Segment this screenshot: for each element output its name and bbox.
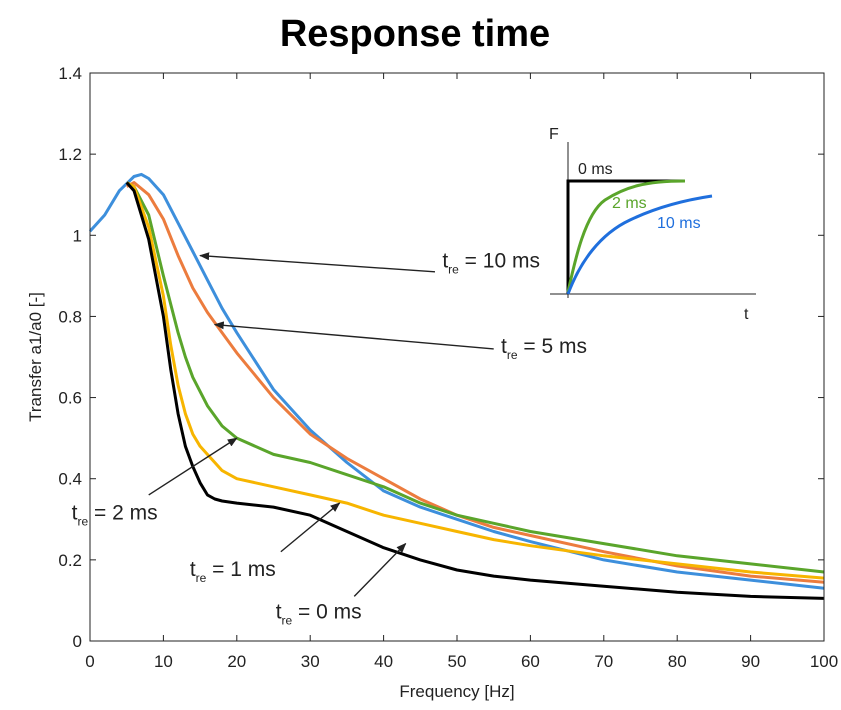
annotation-label-3: tre = 1 ms <box>190 558 276 585</box>
x-tick-label: 20 <box>227 652 246 671</box>
series-line-2 <box>125 181 825 574</box>
inset-label-2ms: 2 ms <box>612 195 647 212</box>
inset-curve-0ms <box>566 179 685 294</box>
y-tick-label: 1.2 <box>58 145 82 164</box>
y-tick-label: 0.4 <box>58 470 82 489</box>
annotation-arrow-4 <box>353 542 407 597</box>
axis-ticks: 0 10 20 30 40 50 60 70 80 90 100 0 0.2 0.4 0.6 0.8 1 1.2 1… <box>58 64 838 671</box>
annotation-arrow-1 <box>213 321 494 350</box>
x-tick-label: 90 <box>741 652 760 671</box>
x-tick-label: 50 <box>448 652 467 671</box>
x-tick-label: 0 <box>85 652 94 671</box>
annotation-arrow-2 <box>148 437 238 496</box>
plot-area <box>88 172 825 600</box>
annotation-label-0: tre = 10 ms <box>442 250 540 277</box>
x-tick-label: 30 <box>301 652 320 671</box>
inset-curve-10ms <box>566 194 713 295</box>
x-tick-label: 10 <box>154 652 173 671</box>
x-tick-label: 70 <box>594 652 613 671</box>
series-line-1 <box>125 181 825 584</box>
y-tick-label: 0.2 <box>58 551 82 570</box>
series-line-4 <box>125 181 825 600</box>
inset-x-label: t <box>744 306 749 323</box>
x-tick-label: 40 <box>374 652 393 671</box>
x-axis-label: Frequency [Hz] <box>399 682 514 701</box>
chart-title: Response time <box>280 13 550 55</box>
y-tick-label: 0 <box>73 632 82 651</box>
annotation-label-2: tre = 2 ms <box>72 501 158 528</box>
y-tick-label: 1.4 <box>58 64 82 83</box>
annotation-arrow-0 <box>199 252 436 273</box>
y-tick-label: 1 <box>73 226 82 245</box>
inset-background <box>548 128 758 298</box>
y-axis-label: Transfer a1/a0 [-] <box>26 292 45 422</box>
x-tick-label: 60 <box>521 652 540 671</box>
annotation-label-1: tre = 5 ms <box>501 335 587 362</box>
inset-label-0ms: 0 ms <box>578 161 613 178</box>
inset-curve-2ms <box>566 179 686 293</box>
series-line-3 <box>125 181 825 580</box>
inset-y-label: F <box>549 126 559 143</box>
inset-label-10ms: 10 ms <box>657 215 701 232</box>
annotation-label-4: tre = 0 ms <box>276 601 362 628</box>
x-tick-label: 100 <box>810 652 838 671</box>
inset-diagram: F t 0 ms 2 ms 10 ms <box>548 126 758 323</box>
y-tick-label: 0.6 <box>58 389 82 408</box>
y-tick-label: 0.8 <box>58 307 82 326</box>
x-tick-label: 80 <box>668 652 687 671</box>
series-line-0 <box>88 172 825 590</box>
annotations: tre = 10 ms tre = 5 ms tre = 2 ms tre = 1 m… <box>72 250 587 628</box>
annotation-arrow-3 <box>280 502 341 553</box>
